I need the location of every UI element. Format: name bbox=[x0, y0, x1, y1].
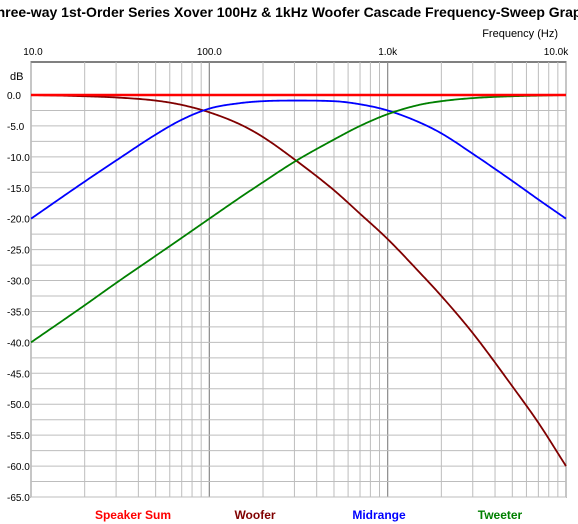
x-tick-label: 10.0 bbox=[23, 47, 43, 58]
x-tick-labels: 10.0 100.0 1.0k 10.0k bbox=[23, 47, 569, 58]
y-tick-label: -10.0 bbox=[7, 153, 30, 164]
x-tick-label: 10.0k bbox=[544, 47, 569, 58]
y-tick-label: -45.0 bbox=[7, 369, 30, 380]
y-tick-label: -50.0 bbox=[7, 400, 30, 411]
y-tick-label: -20.0 bbox=[7, 215, 30, 226]
y-tick-label: -55.0 bbox=[7, 431, 30, 442]
y-tick-label: -65.0 bbox=[7, 493, 30, 504]
legend-item-woofer: Woofer bbox=[234, 508, 275, 522]
series-line-midrange bbox=[30, 99, 567, 220]
x-axis-label: Frequency (Hz) bbox=[482, 28, 558, 40]
y-tick-label: -30.0 bbox=[7, 277, 30, 288]
y-tick-labels: 0.0 -5.0 -10.0 -15.0 -20.0 -25.0 -30.0 -35.0 -40… bbox=[7, 91, 30, 504]
y-tick-label: -35.0 bbox=[7, 307, 30, 318]
y-tick-label: -40.0 bbox=[7, 338, 30, 349]
legend-item-tweeter: Tweeter bbox=[478, 508, 523, 522]
chart-title: Three-way 1st-Order Series Xover 100Hz &… bbox=[0, 4, 578, 20]
legend-item-speaker-sum: Speaker Sum bbox=[95, 508, 171, 522]
y-tick-label: 0.0 bbox=[7, 91, 21, 102]
y-tick-label: -25.0 bbox=[7, 246, 30, 257]
legend: Speaker Sum Woofer Midrange Tweeter bbox=[95, 508, 523, 522]
y-tick-label: -60.0 bbox=[7, 462, 30, 473]
y-axis-label: dB bbox=[10, 71, 23, 83]
series-lines bbox=[30, 93, 567, 467]
series-line-woofer bbox=[30, 94, 567, 467]
series-line-tweeter bbox=[30, 94, 567, 344]
legend-item-midrange: Midrange bbox=[352, 508, 406, 522]
x-tick-label: 1.0k bbox=[378, 47, 398, 58]
y-tick-label: -5.0 bbox=[7, 122, 25, 133]
y-tick-label: -15.0 bbox=[7, 184, 30, 195]
x-tick-label: 100.0 bbox=[197, 47, 222, 58]
plot-area bbox=[30, 61, 567, 498]
